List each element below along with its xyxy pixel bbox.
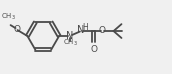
Text: O: O: [90, 45, 97, 54]
Text: O: O: [13, 25, 20, 34]
Text: CH$_3$: CH$_3$: [1, 12, 16, 22]
Text: H: H: [82, 23, 88, 32]
Text: CH$_3$: CH$_3$: [63, 38, 78, 48]
Text: N: N: [77, 25, 85, 35]
Text: O: O: [99, 26, 106, 35]
Text: N: N: [66, 30, 74, 40]
